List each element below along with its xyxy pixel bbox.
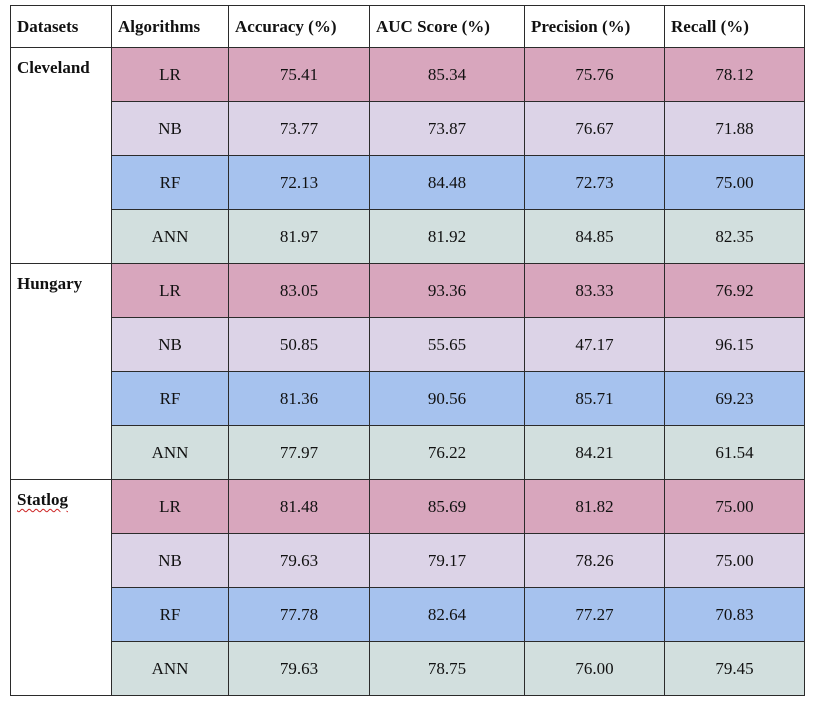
auc-score-cell: 76.22 — [369, 425, 525, 480]
auc-score-cell: 79.17 — [369, 533, 525, 588]
algorithm-cell: ANN — [111, 425, 229, 480]
recall-cell: 61.54 — [664, 425, 805, 480]
recall-cell: 96.15 — [664, 317, 805, 372]
dataset-name: Statlog — [17, 490, 68, 509]
table-row: NB 73.77 73.87 76.67 71.88 — [11, 101, 805, 156]
results-table: Datasets Algorithms Accuracy (%) AUC Sco… — [10, 5, 805, 696]
table-row: ANN 77.97 76.22 84.21 61.54 — [11, 425, 805, 480]
accuracy-cell: 73.77 — [228, 101, 370, 156]
header-datasets: Datasets — [10, 5, 112, 48]
precision-cell: 84.21 — [524, 425, 665, 480]
table-row: RF 72.13 84.48 72.73 75.00 — [11, 155, 805, 210]
accuracy-cell: 50.85 — [228, 317, 370, 372]
precision-cell: 78.26 — [524, 533, 665, 588]
accuracy-cell: 81.36 — [228, 371, 370, 426]
table-row: NB 79.63 79.17 78.26 75.00 — [11, 533, 805, 588]
algorithm-cell: RF — [111, 371, 229, 426]
recall-cell: 69.23 — [664, 371, 805, 426]
table-row: Statlog LR 81.48 85.69 81.82 75.00 — [10, 479, 805, 696]
accuracy-cell: 75.41 — [228, 47, 370, 102]
algorithm-cell: RF — [111, 587, 229, 642]
header-accuracy: Accuracy (%) — [228, 5, 370, 48]
dataset-cell: Statlog — [10, 479, 112, 696]
auc-score-cell: 73.87 — [369, 101, 525, 156]
auc-score-cell: 93.36 — [369, 263, 525, 318]
table-row: Hungary LR 83.05 93.36 83.33 76.92 — [10, 263, 805, 480]
recall-cell: 78.12 — [664, 47, 805, 102]
table-row: RF 81.36 90.56 85.71 69.23 — [11, 371, 805, 426]
table-row: Cleveland LR 75.41 85.34 75.76 78.12 — [10, 47, 805, 264]
precision-cell: 72.73 — [524, 155, 665, 210]
recall-cell: 75.00 — [664, 155, 805, 210]
auc-score-cell: 78.75 — [369, 641, 525, 696]
auc-score-cell: 82.64 — [369, 587, 525, 642]
accuracy-cell: 79.63 — [228, 641, 370, 696]
recall-cell: 70.83 — [664, 587, 805, 642]
accuracy-cell: 72.13 — [228, 155, 370, 210]
accuracy-cell: 81.48 — [228, 479, 370, 534]
accuracy-cell: 79.63 — [228, 533, 370, 588]
accuracy-cell: 83.05 — [228, 263, 370, 318]
precision-cell: 76.00 — [524, 641, 665, 696]
precision-cell: 75.76 — [524, 47, 665, 102]
precision-cell: 76.67 — [524, 101, 665, 156]
precision-cell: 83.33 — [524, 263, 665, 318]
table-row: NB 50.85 55.65 47.17 96.15 — [11, 317, 805, 372]
recall-cell: 76.92 — [664, 263, 805, 318]
algorithm-cell: NB — [111, 101, 229, 156]
recall-cell: 71.88 — [664, 101, 805, 156]
accuracy-cell: 81.97 — [228, 209, 370, 264]
dataset-cell: Hungary — [10, 263, 112, 480]
algorithm-cell: LR — [111, 263, 229, 318]
recall-cell: 79.45 — [664, 641, 805, 696]
algorithm-cell: LR — [111, 479, 229, 534]
header-precision: Precision (%) — [524, 5, 665, 48]
precision-cell: 47.17 — [524, 317, 665, 372]
header-row: Datasets Algorithms Accuracy (%) AUC Sco… — [10, 5, 805, 48]
table-row: RF 77.78 82.64 77.27 70.83 — [11, 587, 805, 642]
precision-cell: 81.82 — [524, 479, 665, 534]
dataset-name: Cleveland — [17, 58, 90, 77]
precision-cell: 77.27 — [524, 587, 665, 642]
accuracy-cell: 77.97 — [228, 425, 370, 480]
algorithm-cell: LR — [111, 47, 229, 102]
table-body: Cleveland LR 75.41 85.34 75.76 78.12 NB 73.77 73… — [10, 47, 805, 696]
dataset-name: Hungary — [17, 274, 83, 293]
recall-cell: 75.00 — [664, 479, 805, 534]
auc-score-cell: 81.92 — [369, 209, 525, 264]
header-recall: Recall (%) — [664, 5, 805, 48]
precision-cell: 85.71 — [524, 371, 665, 426]
auc-score-cell: 90.56 — [369, 371, 525, 426]
table-row: ANN 79.63 78.75 76.00 79.45 — [11, 641, 805, 696]
precision-cell: 84.85 — [524, 209, 665, 264]
table-row: ANN 81.97 81.92 84.85 82.35 — [11, 209, 805, 264]
recall-cell: 82.35 — [664, 209, 805, 264]
recall-cell: 75.00 — [664, 533, 805, 588]
algorithm-cell: ANN — [111, 209, 229, 264]
header-auc-score: AUC Score (%) — [369, 5, 525, 48]
accuracy-cell: 77.78 — [228, 587, 370, 642]
dataset-cell: Cleveland — [10, 47, 112, 264]
algorithm-cell: NB — [111, 317, 229, 372]
auc-score-cell: 84.48 — [369, 155, 525, 210]
auc-score-cell: 55.65 — [369, 317, 525, 372]
header-algorithms: Algorithms — [111, 5, 229, 48]
auc-score-cell: 85.34 — [369, 47, 525, 102]
algorithm-cell: ANN — [111, 641, 229, 696]
auc-score-cell: 85.69 — [369, 479, 525, 534]
algorithm-cell: NB — [111, 533, 229, 588]
algorithm-cell: RF — [111, 155, 229, 210]
